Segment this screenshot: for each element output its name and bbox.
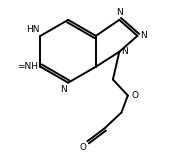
Text: N: N [116, 8, 123, 17]
Text: N: N [122, 47, 128, 56]
Text: N: N [60, 85, 67, 94]
Text: O: O [131, 91, 138, 100]
Text: HN: HN [26, 25, 39, 34]
Text: =NH: =NH [17, 62, 38, 71]
Text: O: O [79, 143, 86, 152]
Text: N: N [141, 31, 147, 40]
